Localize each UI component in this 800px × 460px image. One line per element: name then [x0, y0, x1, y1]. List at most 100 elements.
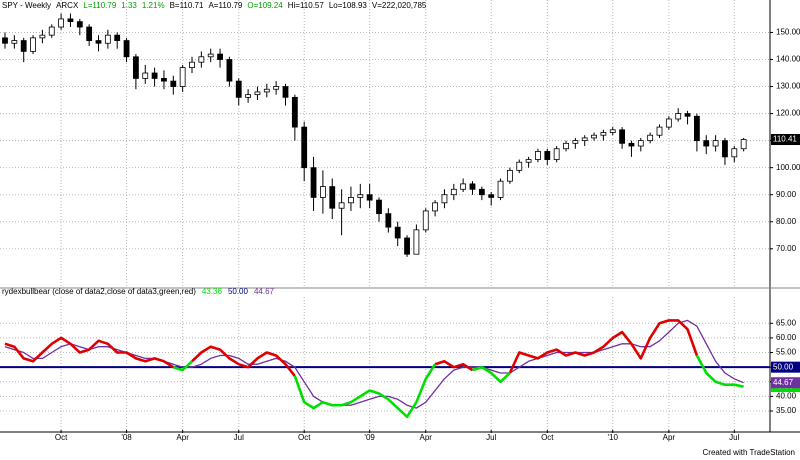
legend-value: 43.36: [202, 287, 223, 296]
candle-body: [478, 188, 485, 196]
x-tick-label: Jul: [486, 433, 496, 442]
header-item: Hi=110.57: [288, 1, 325, 10]
y-tick-label: 55.00: [776, 348, 797, 357]
value-box-label: 110.41: [773, 135, 797, 144]
candle-body: [104, 34, 111, 44]
indicator-line: [4, 319, 699, 377]
header-item: ARCX: [56, 1, 79, 10]
candle-body: [254, 91, 261, 96]
candle-body: [422, 210, 429, 231]
candle-body: [525, 159, 532, 163]
candle-body: [198, 56, 205, 63]
y-tick-label: 90.00: [776, 190, 797, 199]
x-tick-label: '08: [121, 433, 132, 442]
candle-body: [609, 129, 616, 133]
candle-body: [516, 161, 523, 171]
y-tick-label: 130.00: [776, 82, 800, 91]
header-item: 1.21%: [142, 1, 165, 10]
y-tick-label: 100.00: [776, 163, 800, 172]
value-box-label: 44.67: [773, 378, 794, 387]
candle-body: [553, 148, 560, 160]
candle-body: [282, 86, 289, 98]
candle-body: [628, 142, 635, 147]
candle-body: [600, 132, 607, 136]
candle-body: [460, 183, 467, 190]
x-tick-label: Jul: [234, 433, 244, 442]
candle-body: [76, 21, 83, 28]
y-tick-label: 80.00: [776, 217, 797, 226]
candle-body: [647, 134, 654, 142]
candle-body: [497, 180, 504, 198]
y-tick-label: 65.00: [776, 318, 797, 327]
candle-body: [132, 56, 139, 79]
candle-body: [544, 151, 551, 160]
candle-body: [263, 88, 270, 93]
candle-body: [310, 167, 317, 198]
candle-body: [338, 202, 345, 209]
candle-body: [357, 194, 364, 198]
candle-body: [217, 53, 223, 60]
candle-body: [394, 226, 401, 239]
candle-body: [694, 115, 700, 142]
candle-body: [319, 186, 326, 198]
value-box: [771, 361, 800, 373]
header-item: A=110.79: [208, 1, 242, 10]
legend-value: 50.00: [228, 287, 249, 296]
candle-body: [404, 237, 410, 255]
candle-body: [385, 213, 392, 228]
y-tick-label: 60.00: [776, 333, 797, 342]
candle-body: [441, 194, 448, 204]
y-tick-label: 120.00: [776, 109, 800, 118]
candle-body: [731, 148, 738, 158]
candle-body: [179, 67, 186, 87]
candle-body: [235, 80, 242, 98]
y-tick-label: 35.00: [776, 406, 797, 415]
candle-body: [722, 140, 728, 158]
footer: Created with TradeStation: [703, 448, 796, 457]
candle-body: [684, 113, 691, 117]
candle-body: [665, 118, 672, 128]
value-box: [771, 134, 800, 146]
x-tick-label: Oct: [55, 433, 68, 442]
candle-body: [123, 40, 130, 58]
candle-body: [58, 18, 64, 28]
candle-body: [20, 40, 27, 52]
y-tick-label: 40.00: [776, 391, 797, 400]
value-box-label: 50.00: [773, 362, 794, 371]
candle-body: [366, 194, 373, 201]
candle-body: [740, 139, 747, 150]
header-item: SPY - Weekly: [2, 1, 51, 10]
candle-body: [30, 37, 36, 52]
indicator-title: rydexbullbear (close of data2,close of d…: [2, 287, 196, 296]
value-box: [771, 377, 800, 389]
candle-body: [712, 140, 719, 147]
indicator-line: [4, 319, 744, 409]
x-tick-label: Oct: [298, 433, 311, 442]
y-tick-label: 140.00: [776, 55, 800, 64]
candle-body: [469, 183, 476, 190]
candle-body: [563, 142, 569, 150]
candle-body: [67, 18, 74, 23]
candle-body: [161, 78, 167, 82]
candle-body: [189, 61, 195, 69]
candle-body: [301, 126, 308, 169]
x-tick-label: Oct: [541, 433, 554, 442]
candle-body: [703, 140, 710, 147]
header-item: O=109.24: [247, 1, 283, 10]
candle-body: [637, 140, 644, 147]
candle-body: [170, 80, 177, 87]
candle-body: [142, 72, 149, 79]
candle-body: [450, 188, 457, 196]
candle-body: [488, 194, 495, 198]
candle-body: [114, 34, 121, 41]
candle-body: [2, 37, 8, 44]
candle-body: [245, 94, 252, 98]
candle-body: [656, 126, 663, 136]
candle-body: [151, 72, 158, 79]
candle-body: [48, 26, 55, 36]
header-item: L=110.79: [83, 1, 117, 10]
header-item: Lo=108.93: [329, 1, 368, 10]
candle-body: [572, 140, 579, 144]
candle-body: [291, 96, 298, 128]
